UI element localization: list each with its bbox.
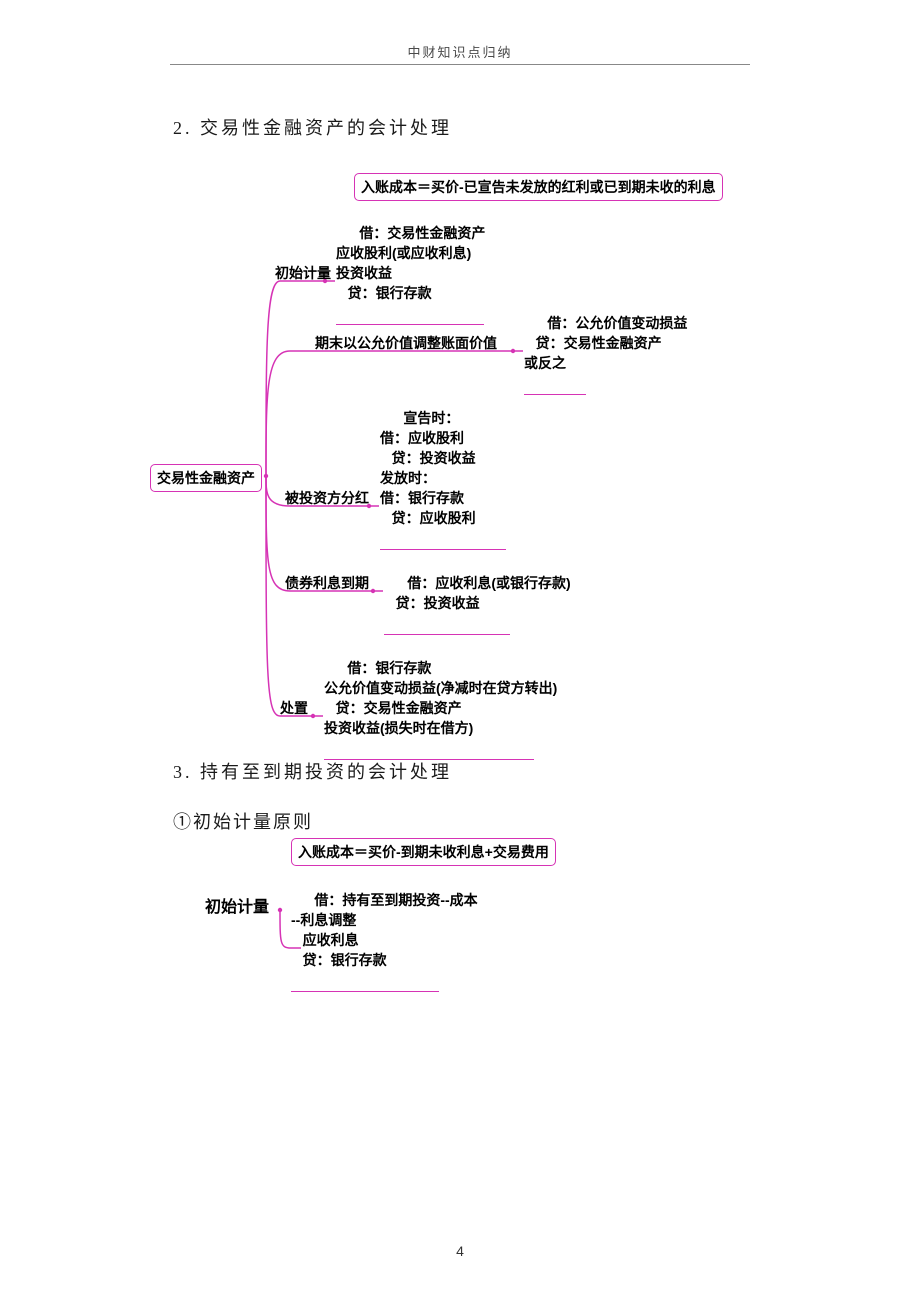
page-header-title: 中财知识点归纳	[0, 42, 920, 61]
section-3-title: 3. 持有至到期投资的会计处理	[173, 758, 452, 784]
node-b2-label: 期末以公允价值调整账面价值	[315, 333, 497, 353]
leaf-b2-text: 借：公允价值变动损益 贷：交易性金融资产 或反之	[524, 315, 687, 371]
leaf-b3-text: 宣告时： 借：应收股利 贷：投资收益 发放时： 借：银行存款 贷：应收股利	[380, 410, 476, 526]
page-number: 4	[0, 1243, 920, 1259]
leaf-b4-text: 借：应收利息(或银行存款) 贷：投资收益	[384, 575, 571, 611]
leaf-b1-text: 借：交易性金融资产 应收股利(或应收利息) 投资收益 贷：银行存款	[336, 225, 485, 301]
node-b4-label: 债券利息到期	[285, 573, 369, 593]
node-b3-label: 被投资方分红	[285, 488, 369, 508]
section-3-sub: ①初始计量原则	[173, 808, 313, 834]
leaf-b5-text: 借：银行存款 公允价值变动损益(净减时在贷方转出) 贷：交易性金融资产 投资收益…	[324, 660, 557, 736]
diagram-trading-financial-assets: 交易性金融资产 入账成本＝买价-已宣告未发放的红利或已到期未收的利息 初始计量 …	[150, 173, 770, 743]
node-root-htm: 初始计量	[205, 893, 269, 917]
node-formula-htm: 入账成本＝买价-到期未收利息+交易费用	[291, 838, 556, 866]
node-root-trading: 交易性金融资产	[150, 464, 262, 492]
leaf-htm-text: 借：持有至到期投资--成本 --利息调整 应收利息 贷：银行存款	[291, 892, 478, 968]
header-divider	[170, 64, 750, 65]
node-b1-label: 初始计量	[275, 263, 331, 283]
node-formula-trading: 入账成本＝买价-已宣告未发放的红利或已到期未收的利息	[354, 173, 723, 201]
node-b5-label: 处置	[280, 698, 308, 718]
diagram-held-to-maturity-initial: 初始计量 入账成本＝买价-到期未收利息+交易费用 借：持有至到期投资--成本 -…	[205, 838, 665, 978]
leaf-htm: 借：持有至到期投资--成本 --利息调整 应收利息 贷：银行存款	[291, 870, 591, 1032]
document-page: 中财知识点归纳 2. 交易性金融资产的会计处理	[0, 0, 920, 1301]
section-2-title: 2. 交易性金融资产的会计处理	[173, 114, 452, 140]
